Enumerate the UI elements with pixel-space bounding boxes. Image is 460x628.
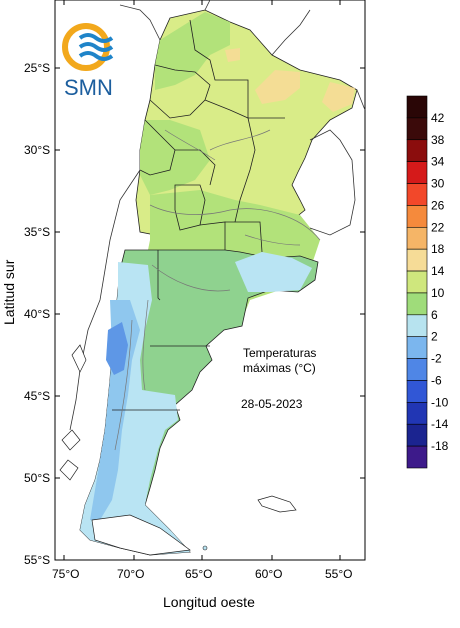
colorbar-swatch: [406, 205, 428, 228]
colorbar-tick-label: -2: [431, 352, 442, 366]
colorbar-tick-label: 22: [431, 220, 445, 234]
province-borders: [112, 19, 285, 411]
isla-grande-tierra-del-fuego-tip: [202, 545, 208, 551]
colorbar-swatch: [406, 95, 428, 119]
colorbar-swatch: [406, 139, 428, 162]
x-tick-label: 75°O: [52, 567, 79, 581]
colorbar-tick-label: -6: [431, 373, 442, 387]
temperature-area-light-blue-east: [235, 252, 312, 292]
y-tick-label: 50°S: [24, 471, 50, 485]
map-title-line2: máximas (°C): [243, 361, 316, 375]
colorbar-swatch: [406, 336, 428, 359]
temperature-area-cold-blue: [106, 322, 128, 375]
colorbar-swatch: [406, 380, 428, 403]
colorbar-tick-label: -18: [431, 439, 449, 453]
x-tick-label: 65°O: [185, 567, 212, 581]
y-axis-title: Latitud sur: [1, 259, 17, 325]
colorbar-tick-label: 30: [431, 177, 445, 191]
colorbar-swatch: [406, 161, 428, 184]
colorbar: 42 38 34 30 26 22 18 14 10 6 2 -2 -6 -10 -14 -18: [406, 95, 449, 469]
x-axis: 75°O 70°O 65°O 60°O 55°O: [52, 0, 352, 581]
colorbar-tick-label: 42: [431, 111, 445, 125]
y-tick-label: 25°S: [24, 61, 50, 75]
colorbar-swatch: [406, 270, 428, 294]
smn-logo-text: SMN: [64, 75, 113, 100]
y-tick-label: 40°S: [24, 307, 50, 321]
temperature-area-warm: [255, 70, 300, 104]
colorbar-tick-label: 6: [431, 308, 438, 322]
colorbar-swatch: [406, 423, 428, 447]
map-date: 28-05-2023: [241, 397, 303, 411]
x-axis-title: Longitud oeste: [163, 594, 255, 610]
colorbar-swatch: [406, 445, 428, 469]
map-title-line1: Temperaturas: [243, 346, 316, 360]
temperature-area-green-west: [140, 120, 210, 195]
colorbar-tick-label: 2: [431, 330, 438, 344]
x-tick-label: 55°O: [325, 567, 352, 581]
colorbar-tick-label: 38: [431, 133, 445, 147]
y-tick-label: 45°S: [24, 389, 50, 403]
colorbar-swatch: [406, 226, 428, 250]
map-area: [59, 0, 366, 556]
temperature-area-warm-2: [322, 82, 355, 112]
colorbar-swatch: [406, 292, 428, 316]
y-tick-label: 30°S: [24, 143, 50, 157]
smn-logo-icon: [62, 23, 114, 71]
colorbar-tick-label: 34: [431, 155, 445, 169]
southern-islands: [59, 344, 297, 556]
temperature-area-green-nw: [155, 12, 230, 90]
y-tick-label: 55°S: [24, 553, 50, 567]
colorbar-tick-label: 10: [431, 286, 445, 300]
colorbar-swatch: [406, 358, 428, 381]
smn-logo: SMN: [62, 23, 114, 100]
colorbar-swatch: [406, 248, 428, 272]
isotherms: [114, 129, 321, 451]
colorbar-tick-label: 18: [431, 242, 445, 256]
colorbar-tick-label: -14: [431, 417, 449, 431]
x-tick-label: 70°O: [117, 567, 144, 581]
neighbor-borders: [69, 0, 366, 431]
colorbar-swatch: [406, 314, 428, 338]
y-axis: 25°S 30°S 35°S 40°S 45°S 50°S 55°S: [24, 61, 365, 567]
colorbar-tick-label: 14: [431, 264, 445, 278]
y-tick-label: 35°S: [24, 225, 50, 239]
map-frame: [54, 0, 366, 561]
colorbar-tick-label: 26: [431, 198, 445, 212]
temperature-area-warm-3: [225, 48, 240, 62]
colorbar-swatch: [406, 117, 428, 141]
colorbar-tick-label: -10: [431, 395, 449, 409]
colorbar-swatch: [406, 402, 428, 425]
x-tick-label: 60°O: [255, 567, 282, 581]
colorbar-swatch: [406, 183, 428, 206]
